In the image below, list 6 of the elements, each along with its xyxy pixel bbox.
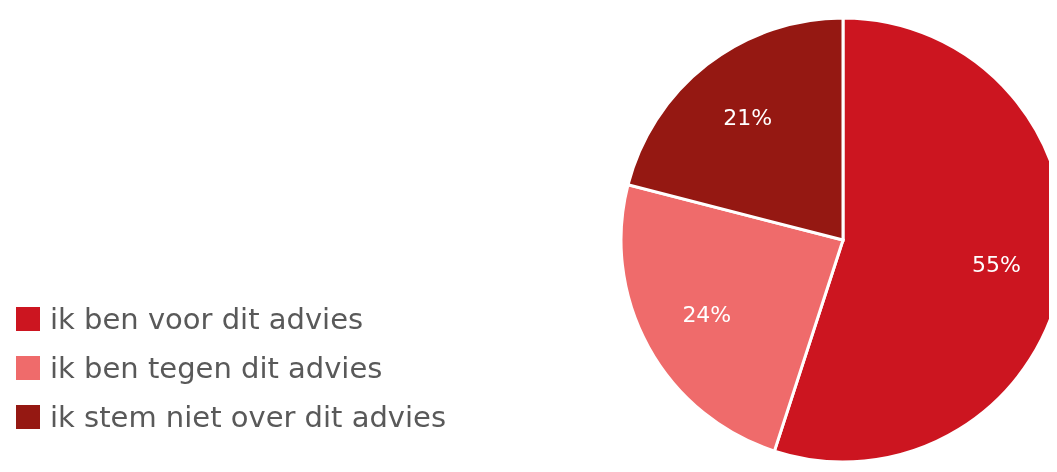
legend-label: ik ben voor dit advies — [50, 302, 364, 336]
data-label: 21% — [723, 104, 773, 130]
data-label: 55% — [972, 251, 1021, 277]
legend-label: ik ben tegen dit advies — [50, 351, 383, 385]
legend-label: ik stem niet over dit advies — [50, 400, 447, 434]
data-label: 24% — [682, 302, 732, 328]
